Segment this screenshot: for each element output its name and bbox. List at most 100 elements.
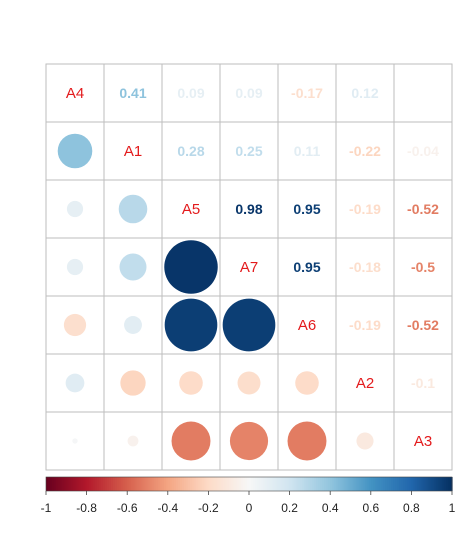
colorbar-segment — [447, 477, 451, 491]
colorbar-segment — [431, 477, 435, 491]
grid-cell-0-1 — [103, 63, 163, 123]
colorbar-segment — [216, 477, 220, 491]
colorbar-segment — [263, 477, 266, 491]
colorbar-segment — [163, 477, 167, 491]
coef-label-A2-A3: -0.1 — [411, 375, 435, 391]
colorbar-tick-label: 1 — [449, 501, 456, 515]
colorbar-segment — [413, 477, 417, 491]
diagonal-label-A6: A6 — [298, 317, 316, 334]
grid-cell-0-5 — [335, 63, 395, 123]
coef-circle-A2-A5 — [179, 371, 203, 395]
colorbar-segment — [64, 477, 67, 491]
colorbar-segment — [389, 477, 392, 491]
matrix-marks: A4 0.41 0.09 0.09 -0.17 0.12 A1 0.28 0.25 0.11 -0.… — [57, 85, 439, 461]
diagonal-label-A3: A3 — [414, 433, 432, 450]
colorbar-segment — [322, 477, 325, 491]
grid-cell-2-2 — [161, 179, 221, 239]
coef-label-A1-A2: -0.22 — [349, 143, 381, 159]
grid-cell-1-2 — [161, 121, 221, 181]
colorbar-segment — [391, 477, 394, 491]
colorbar-segment — [336, 477, 339, 491]
grid-cell-3-3 — [219, 237, 279, 297]
colorbar-segment — [330, 477, 333, 491]
colorbar-segment — [291, 477, 295, 491]
colorbar-segment — [72, 477, 76, 491]
colorbar-segment — [58, 477, 61, 491]
colorbar-segment — [378, 477, 382, 491]
colorbar-segment — [372, 477, 376, 491]
coef-circle-A6-A7 — [222, 298, 276, 352]
colorbar-segment — [318, 477, 321, 491]
colorbar-segment — [242, 477, 246, 491]
grid-cell-5-3 — [219, 353, 279, 413]
colorbar-segment — [70, 477, 73, 491]
colorbar-segment — [200, 477, 203, 491]
colorbar-segment — [423, 477, 427, 491]
coef-label-A4-A7: 0.09 — [235, 85, 262, 101]
coef-label-A5-A2: -0.19 — [349, 201, 381, 217]
colorbar-segment — [102, 477, 106, 491]
coef-circle-A3-A5 — [171, 421, 211, 461]
colorbar-segment — [165, 477, 169, 491]
colorbar-segment — [161, 477, 165, 491]
colorbar-segment — [228, 477, 232, 491]
colorbar-segment — [214, 477, 218, 491]
colorbar-segment — [188, 477, 191, 491]
colorbar-segment — [206, 477, 209, 491]
colorbar-segment — [246, 477, 250, 491]
coef-circle-A6-A5 — [164, 298, 218, 352]
colorbar-segment — [273, 477, 276, 491]
colorbar-segment — [435, 477, 439, 491]
colorbar-segment — [309, 477, 313, 491]
grid-cell-2-3 — [219, 179, 279, 239]
colorbar-segment — [342, 477, 346, 491]
colorbar-segment — [409, 477, 412, 491]
coef-circle-A2-A7 — [237, 371, 261, 395]
colorbar-segment — [289, 477, 293, 491]
coef-circle-A1-A4 — [57, 133, 93, 169]
colorbar-segment — [94, 477, 98, 491]
colorbar-segment — [399, 477, 402, 491]
colorbar-segment — [119, 477, 122, 491]
colorbar-segment — [380, 477, 384, 491]
coef-label-A5-A7: 0.98 — [235, 201, 262, 217]
colorbar-segment — [320, 477, 323, 491]
colorbar-segment — [279, 477, 283, 491]
colorbar-segment — [397, 477, 400, 491]
colorbar-segment — [376, 477, 380, 491]
colorbar-tick-label: 0.6 — [362, 501, 379, 515]
coef-circle-A2-A6 — [295, 371, 319, 395]
grid-cell-0-0 — [45, 63, 105, 123]
grid-cell-6-6 — [393, 411, 453, 471]
colorbar-segment — [115, 477, 118, 491]
grid-cell-2-4 — [277, 179, 337, 239]
colorbar-segment — [249, 477, 252, 491]
colorbar-segment — [295, 477, 299, 491]
colorbar-segment — [354, 477, 358, 491]
colorbar-segment — [382, 477, 386, 491]
colorbar-segment — [429, 477, 433, 491]
coef-circle-A3-A6 — [287, 421, 327, 461]
colorbar-segment — [277, 477, 281, 491]
coef-circle-A7-A1 — [119, 253, 147, 281]
colorbar-segment — [370, 477, 374, 491]
colorbar-segment — [427, 477, 431, 491]
diagonal-label-A4: A4 — [66, 85, 84, 102]
diagonal-label-A2: A2 — [356, 375, 374, 392]
colorbar-segment — [117, 477, 120, 491]
colorbar-segment — [68, 477, 71, 491]
colorbar-segment — [234, 477, 238, 491]
colorbar-segment — [60, 477, 63, 491]
matrix-grid — [45, 63, 453, 471]
colorbar-segment — [129, 477, 132, 491]
colorbar-segment — [184, 477, 187, 491]
colorbar-segment — [48, 477, 51, 491]
coef-circle-A3-A1 — [127, 435, 139, 447]
colorbar-segment — [385, 477, 388, 491]
colorbar-segment — [127, 477, 130, 491]
colorbar-segment — [360, 477, 364, 491]
colorbar-segment — [417, 477, 421, 491]
colorbar-segment — [143, 477, 147, 491]
colorbar-segment — [401, 477, 404, 491]
